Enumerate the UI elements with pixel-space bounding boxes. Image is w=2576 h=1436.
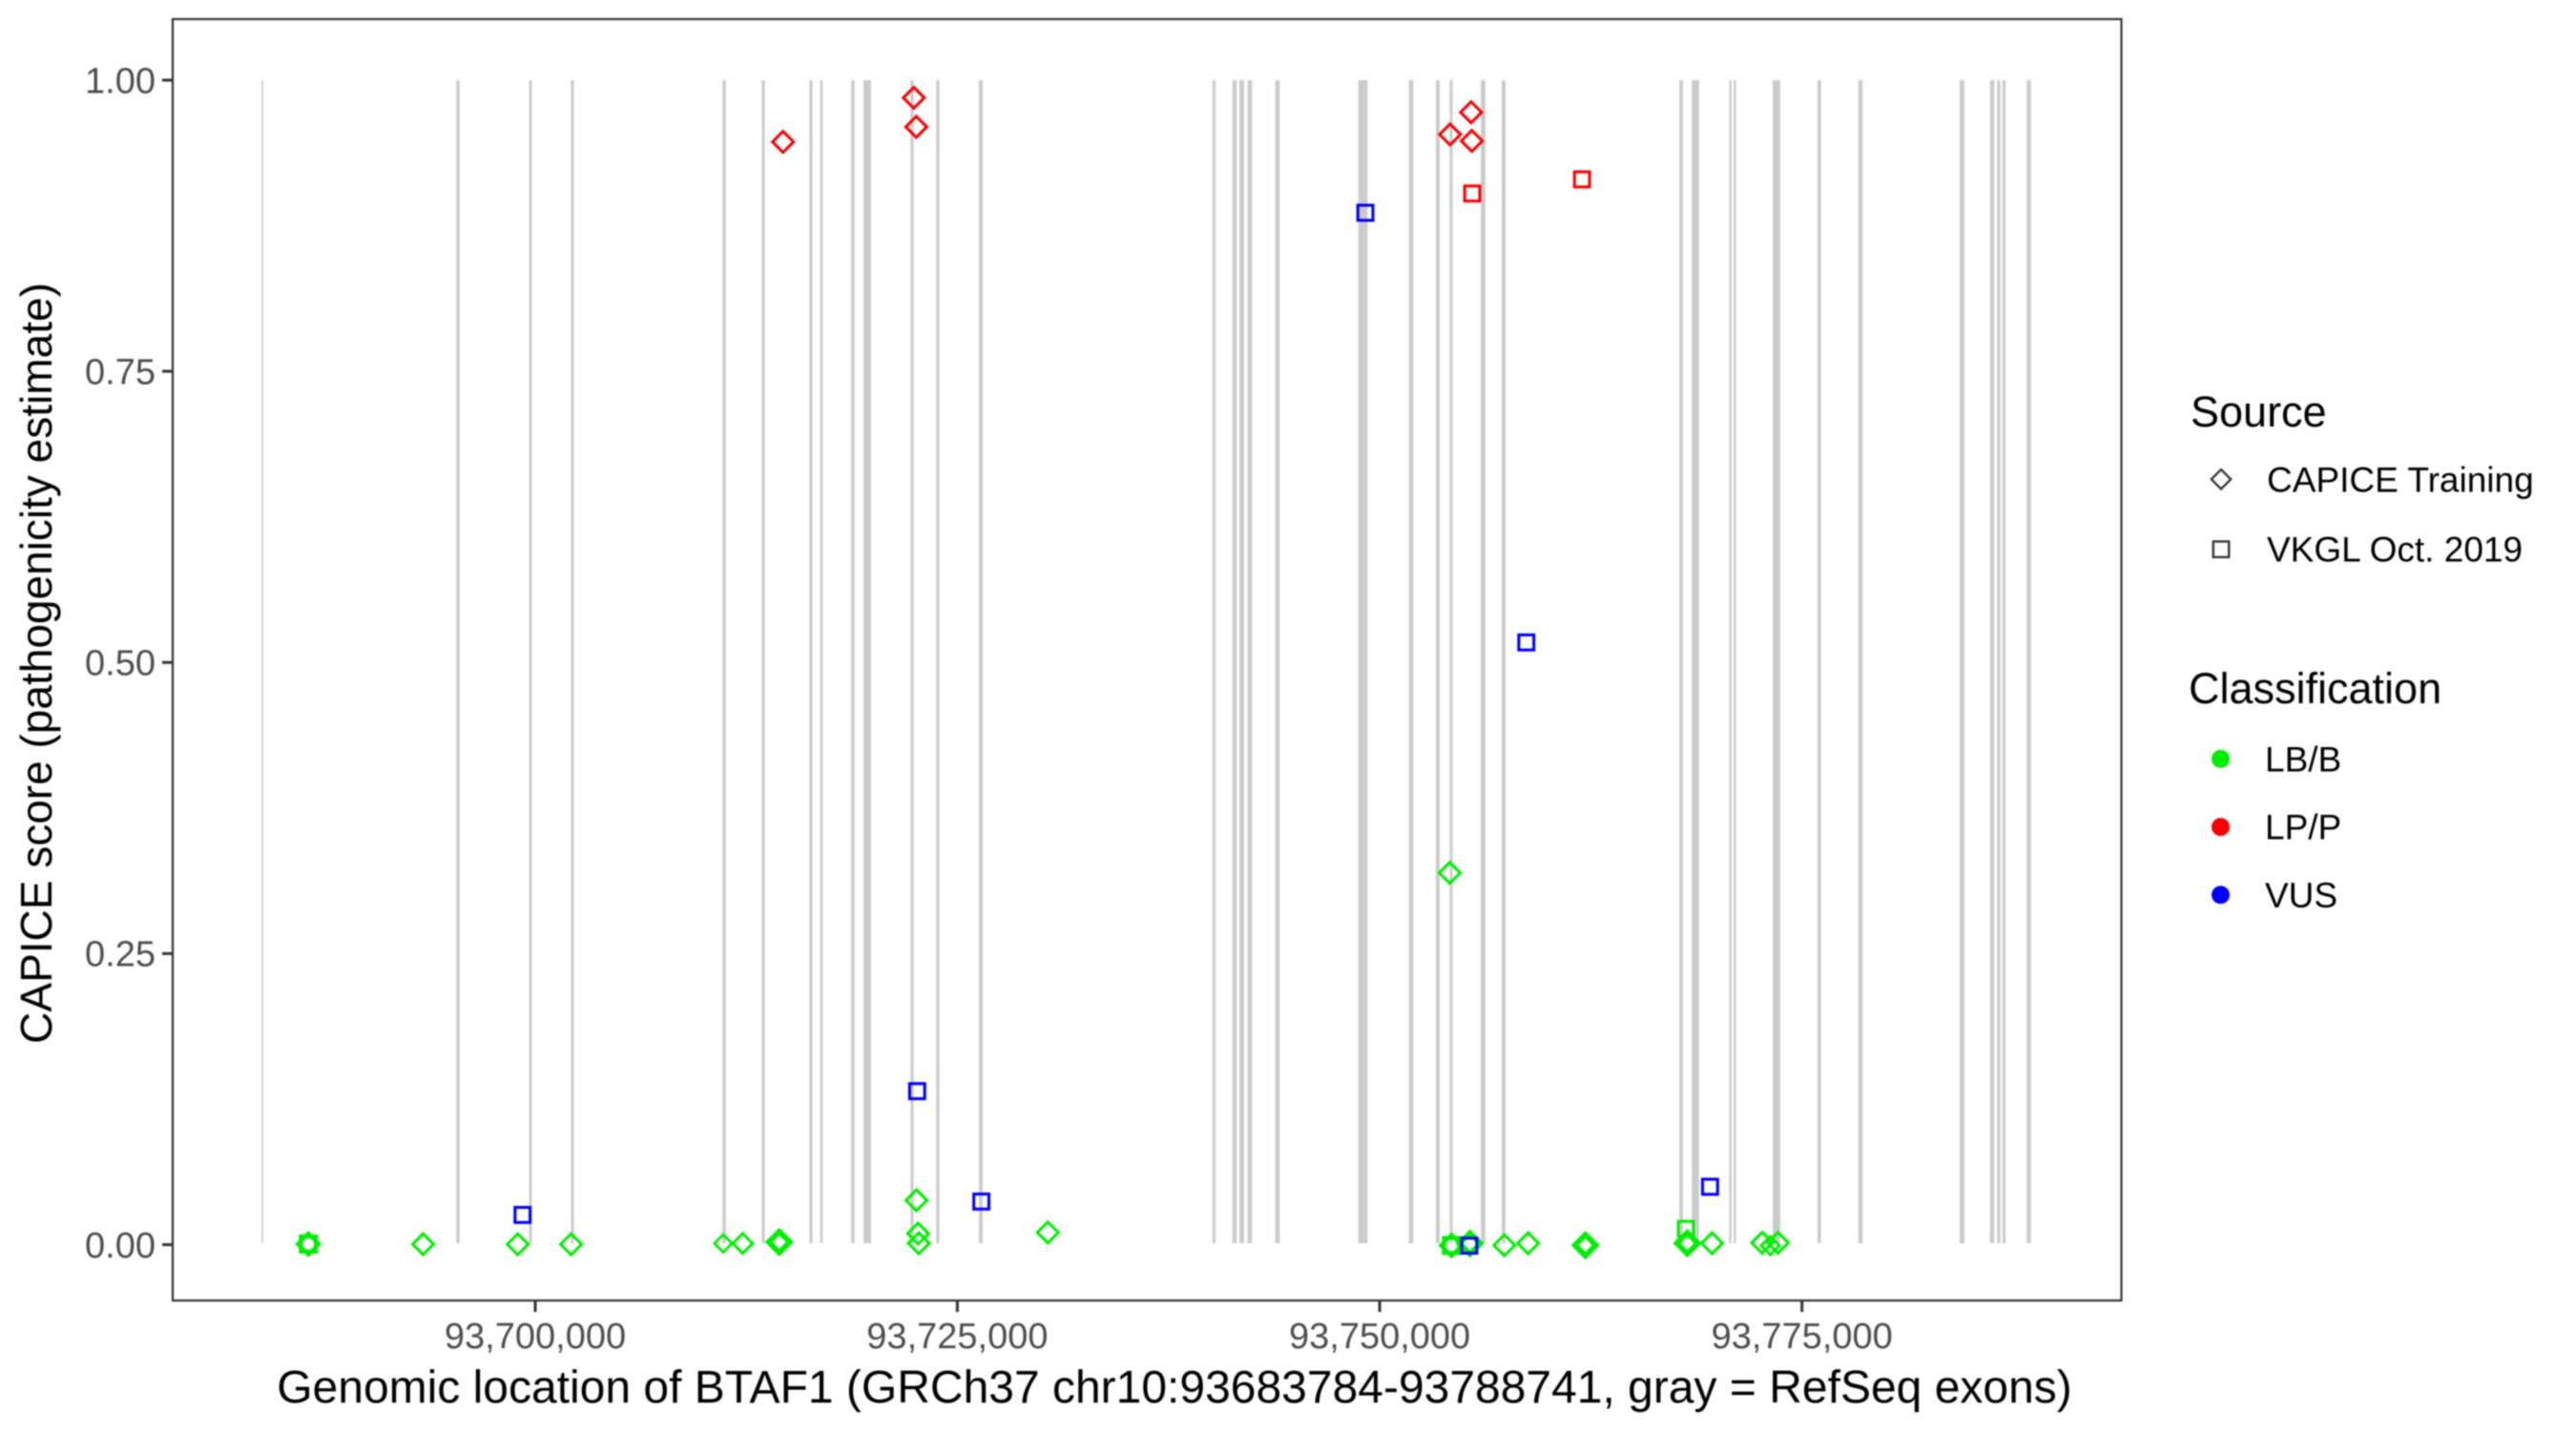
svg-text:93,725,000: 93,725,000	[866, 1317, 1048, 1357]
svg-text:0.50: 0.50	[85, 644, 156, 684]
svg-text:93,700,000: 93,700,000	[445, 1317, 626, 1357]
svg-text:CAPICE score (pathogenicity es: CAPICE score (pathogenicity estimate)	[11, 282, 61, 1044]
svg-text:VUS: VUS	[2265, 876, 2337, 915]
svg-text:Genomic location of BTAF1 (GRC: Genomic location of BTAF1 (GRCh37 chr10:…	[277, 1363, 2072, 1413]
svg-text:Classification: Classification	[2189, 664, 2441, 713]
svg-text:1.00: 1.00	[85, 61, 156, 101]
svg-text:0.25: 0.25	[85, 935, 156, 975]
svg-text:93,775,000: 93,775,000	[1712, 1317, 1893, 1357]
svg-text:0.00: 0.00	[85, 1226, 156, 1266]
svg-text:Source: Source	[2191, 387, 2327, 436]
svg-text:VKGL Oct. 2019: VKGL Oct. 2019	[2267, 531, 2523, 570]
svg-text:CAPICE Training: CAPICE Training	[2267, 460, 2534, 499]
svg-text:LP/P: LP/P	[2265, 808, 2341, 847]
svg-text:93,750,000: 93,750,000	[1289, 1317, 1470, 1357]
svg-text:LB/B: LB/B	[2265, 739, 2341, 779]
svg-text:0.75: 0.75	[85, 352, 156, 392]
